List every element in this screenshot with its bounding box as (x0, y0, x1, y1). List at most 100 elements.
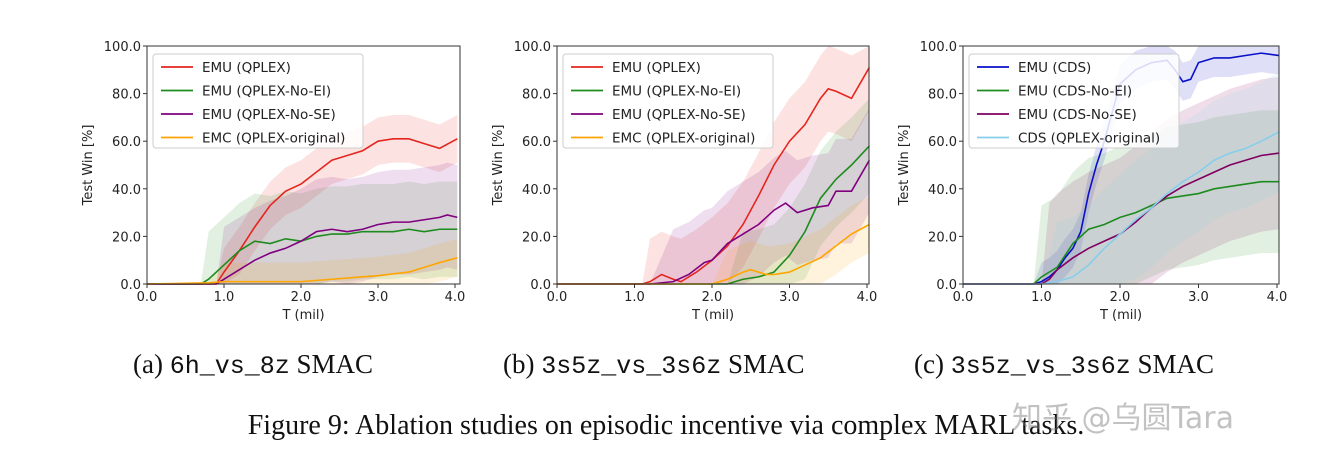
legend-label: EMU (QPLEX) (202, 60, 291, 76)
y-tick-label: 0.0 (530, 278, 551, 293)
legend-label: EMU (QPLEX-No-EI) (612, 84, 741, 100)
plot-frame (146, 45, 461, 285)
plot-frame (962, 45, 1280, 285)
std-band-1 (557, 46, 870, 284)
std-band-2 (963, 110, 1280, 284)
caption-c: (c) 3s5z_vs_3s6z SMAC (914, 349, 1214, 381)
y-tick-label: 100.0 (920, 40, 957, 55)
series-line-1 (147, 138, 458, 285)
legend-label: EMU (QPLEX-No-EI) (202, 84, 331, 100)
x-tick-label: 4.0 (1267, 290, 1288, 305)
series-line-3 (963, 152, 1280, 285)
figure-caption: Figure 9: Ablation studies on episodic i… (247, 410, 1085, 441)
std-band-3 (557, 107, 870, 284)
legend-box (152, 53, 364, 149)
y-tick-label: 80.0 (112, 88, 141, 103)
y-tick-label: 0.0 (936, 278, 957, 293)
std-band-4 (963, 72, 1280, 285)
legend-box (562, 53, 774, 149)
y-tick-label: 100.0 (104, 40, 141, 55)
x-tick-label: 1.0 (1031, 290, 1052, 305)
legend-label: EMU (CDS-No-EI) (1018, 84, 1132, 100)
legend: EMU (QPLEX) EMU (QPLEX-No-EI) EMU (QPLEX-N… (152, 53, 364, 149)
x-axis-label: T (mil) (1099, 308, 1142, 323)
watermark: 知乎 @乌圆Tara (1012, 401, 1234, 436)
x-tick-label: 2.0 (1110, 290, 1131, 305)
caption-prefix: (a) (133, 349, 170, 379)
y-tick-label: 40.0 (928, 183, 957, 198)
x-tick-label: 2.0 (291, 290, 312, 305)
caption-task: 6h_vs_8z (169, 352, 290, 381)
series-line-2 (147, 228, 458, 285)
std-band-3 (147, 162, 458, 284)
y-tick-label: 60.0 (522, 135, 551, 150)
y-tick-label: 20.0 (112, 230, 141, 245)
std-band-2 (147, 181, 458, 284)
y-axis-label: Test Win [%] (897, 125, 912, 207)
y-tick-label: 40.0 (522, 183, 551, 198)
caption-task: 3s5z_vs_3s6z (541, 352, 722, 381)
x-axis-label: T (mil) (281, 308, 324, 323)
y-tick-label: 0.0 (120, 278, 141, 293)
chart-2: 0.0 1.0 2.0 3.0 4.0 0.0 20.0 40.0 60.0 80.0 100.0 T… (491, 40, 877, 323)
series-line-3 (147, 214, 458, 285)
legend-label: EMC (QPLEX-original) (202, 131, 345, 147)
y-tick-label: 20.0 (522, 230, 551, 245)
x-tick-label: 2.0 (702, 290, 723, 305)
std-band-1 (147, 115, 458, 285)
y-tick-label: 60.0 (112, 135, 141, 150)
y-tick-label: 80.0 (928, 88, 957, 103)
series-line-4 (146, 257, 458, 285)
legend-box (968, 53, 1180, 149)
y-tick-label: 80.0 (522, 88, 551, 103)
series-line-3 (557, 159, 871, 285)
y-tick-label: 60.0 (928, 135, 957, 150)
x-tick-label: 0.0 (547, 290, 568, 305)
legend: EMU (CDS) EMU (CDS-No-EI) EMU (CDS-No-SE) C… (968, 53, 1180, 149)
std-band-2 (557, 98, 870, 284)
std-band-4 (557, 195, 870, 284)
y-tick-label: 20.0 (928, 230, 957, 245)
y-tick-label: 100.0 (514, 40, 551, 55)
caption-suffix: SMAC (1130, 349, 1215, 379)
legend-label: EMU (QPLEX) (612, 60, 701, 76)
legend-label: EMU (CDS) (1018, 60, 1091, 76)
caption-suffix: SMAC (721, 349, 805, 379)
y-axis-label: Test Win [%] (491, 125, 506, 207)
y-tick-label: 40.0 (112, 183, 141, 198)
std-band-3 (963, 76, 1280, 284)
x-tick-label: 4.0 (857, 290, 878, 305)
caption-b: (b) 3s5z_vs_3s6z SMAC (503, 349, 805, 381)
std-band-4 (147, 238, 458, 284)
series-line-2 (963, 180, 1280, 285)
x-tick-label: 1.0 (624, 290, 645, 305)
legend-label: CDS (QPLEX-original) (1018, 131, 1160, 147)
chart-3: 0.0 1.0 2.0 3.0 4.0 0.0 20.0 40.0 60.0 80.0 100.0 T… (897, 40, 1287, 323)
x-axis-label: T (mil) (691, 308, 734, 323)
legend-label: EMU (QPLEX-No-SE) (612, 107, 746, 123)
x-tick-label: 0.0 (137, 290, 158, 305)
x-tick-label: 3.0 (368, 290, 389, 305)
series-line-2 (557, 145, 870, 285)
caption-suffix: SMAC (289, 349, 374, 379)
x-tick-label: 3.0 (1188, 290, 1209, 305)
x-tick-label: 1.0 (214, 290, 235, 305)
legend-label: EMU (QPLEX-No-SE) (202, 107, 336, 123)
caption-prefix: (b) (503, 349, 542, 379)
chart-1: 0.0 1.0 2.0 3.0 4.0 0.0 20.0 40.0 60.0 80.0 100.0 T… (81, 40, 465, 323)
x-tick-label: 0.0 (953, 290, 974, 305)
plot-frame (556, 45, 870, 285)
caption-a: (a) 6h_vs_8z SMAC (133, 349, 373, 381)
legend-label: EMU (CDS-No-SE) (1018, 107, 1137, 123)
caption-task: 3s5z_vs_3s6z (950, 352, 1131, 381)
series-line-4 (557, 223, 870, 285)
series-line-1 (557, 67, 871, 285)
legend-label: EMC (QPLEX-original) (612, 131, 755, 147)
legend: EMU (QPLEX) EMU (QPLEX-No-EI) EMU (QPLEX-N… (562, 53, 774, 149)
x-tick-label: 3.0 (779, 290, 800, 305)
series-line-4 (963, 130, 1280, 285)
y-axis-label: Test Win [%] (81, 125, 96, 207)
caption-prefix: (c) (914, 349, 951, 379)
x-tick-label: 4.0 (445, 290, 466, 305)
